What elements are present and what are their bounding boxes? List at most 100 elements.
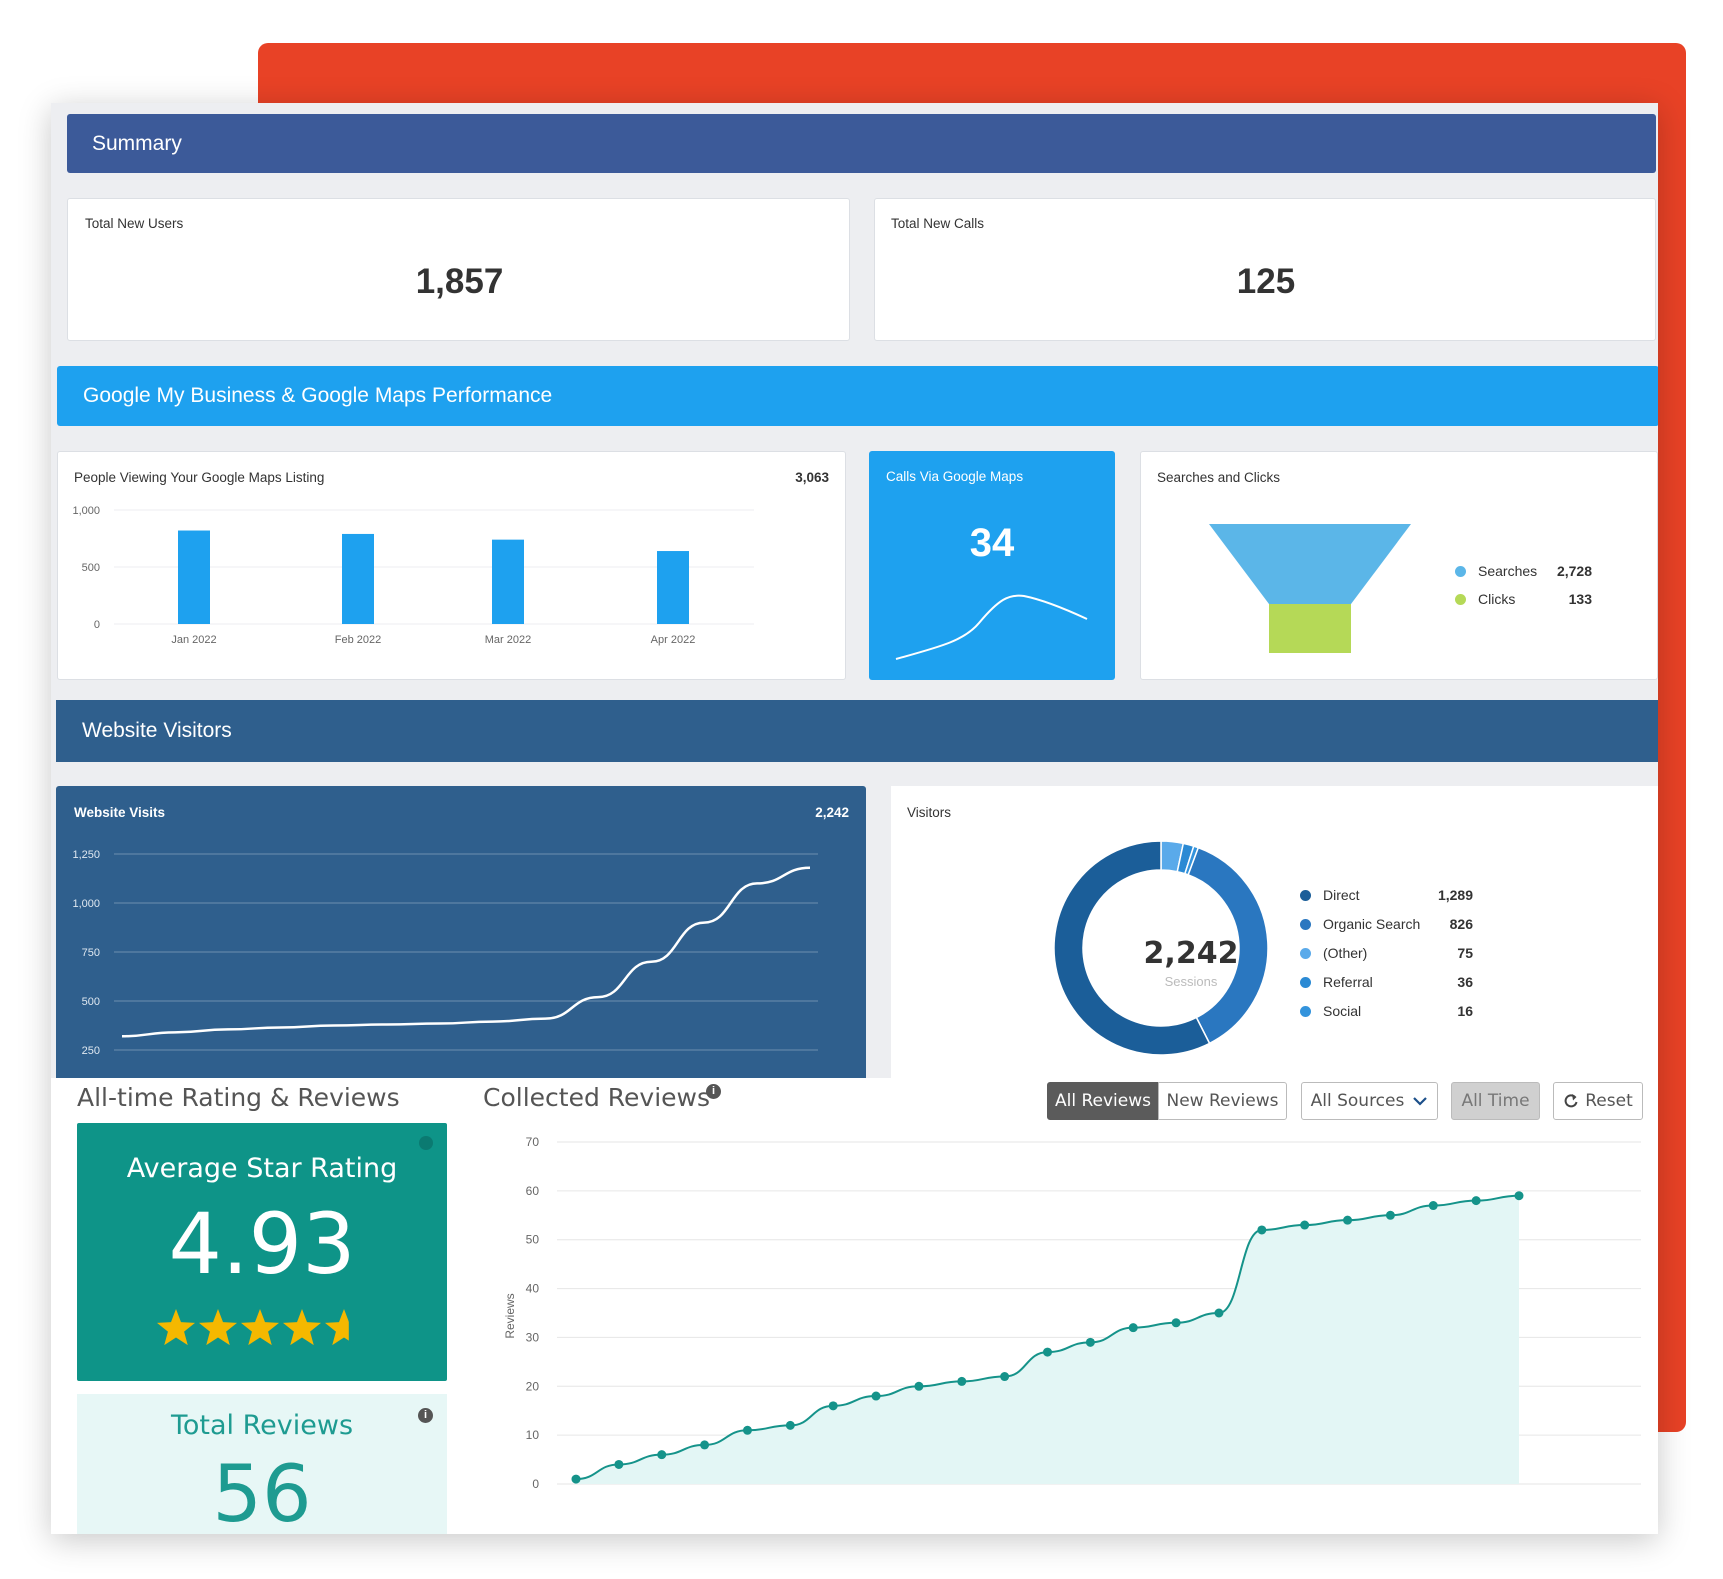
legend-source-value: 16 (1457, 1003, 1473, 1019)
y-tick-label: 40 (526, 1282, 540, 1296)
all-time-button[interactable]: All Time (1451, 1082, 1540, 1120)
reviews-data-point (1428, 1201, 1438, 1211)
reset-button[interactable]: Reset (1553, 1082, 1643, 1120)
legend-searches-dot (1455, 565, 1466, 577)
all-reviews-button[interactable]: All Reviews (1047, 1082, 1159, 1120)
star-rating (156, 1309, 364, 1346)
x-tick-label: Apr 2022 (651, 634, 696, 646)
legend-dot (1300, 947, 1311, 959)
visitors-legend-item: (Other) 75 (1300, 945, 1473, 961)
reset-label: Reset (1585, 1091, 1633, 1111)
average-rating-info-icon[interactable] (419, 1136, 433, 1150)
website-visitors-title: Website Visitors (82, 719, 232, 742)
searches-clicks-label: Searches and Clicks (1157, 470, 1281, 485)
all-sources-dropdown[interactable]: All Sources (1301, 1082, 1438, 1120)
summary-banner: Summary (67, 114, 1656, 173)
calls-sparkline (895, 594, 1088, 660)
legend-clicks-name: Clicks (1478, 591, 1516, 607)
report-panel: Summary Total New Users 1,857 Total New … (51, 103, 1658, 1534)
legend-clicks-value: 133 (1568, 591, 1592, 607)
calls-via-maps-card: Calls Via Google Maps 34 (869, 451, 1115, 680)
y-tick-label: 250 (82, 1045, 100, 1057)
bar-jan-2022 (178, 530, 210, 624)
legend-dot (1300, 889, 1311, 901)
y-tick-label: 0 (94, 619, 100, 631)
collected-reviews-info-icon[interactable]: i (706, 1084, 721, 1099)
funnel-clicks-segment (1269, 604, 1351, 653)
funnel-searches-segment (1209, 524, 1411, 604)
visitors-label: Visitors (907, 805, 952, 820)
collected-reviews-title: Collected Reviews (483, 1083, 710, 1112)
x-tick-label: Jan 2022 (171, 634, 216, 646)
visits-line (121, 866, 811, 1038)
legend-source-value: 36 (1457, 974, 1473, 990)
funnel-chart (1209, 524, 1411, 653)
reviews-data-point (1000, 1372, 1010, 1382)
legend-dot (1300, 1005, 1311, 1017)
y-tick-label: 1,250 (72, 849, 100, 861)
star-icon (156, 1309, 196, 1346)
reviews-data-point (742, 1425, 752, 1435)
y-tick-label: 20 (526, 1379, 540, 1393)
maps-views-card: People Viewing Your Google Maps Listing … (57, 451, 846, 680)
reviews-data-point (1171, 1318, 1181, 1328)
visitors-legend-item: Direct 1,289 (1300, 887, 1473, 903)
reviews-data-point (957, 1376, 967, 1386)
reviews-data-point (785, 1420, 795, 1430)
legend-source-value: 826 (1449, 916, 1473, 932)
total-new-users-card: Total New Users 1,857 (67, 198, 850, 341)
visitors-legend-item: Organic Search 826 (1300, 916, 1473, 932)
legend-dot (1300, 976, 1311, 988)
legend-source-name: Social (1323, 1003, 1362, 1019)
y-tick-label: 500 (82, 996, 100, 1008)
x-tick-label: Feb 2022 (335, 634, 381, 646)
new-calls-label: Total New Calls (891, 216, 985, 231)
legend-clicks: Clicks 133 (1455, 591, 1592, 607)
donut-center-label: Sessions (1164, 974, 1218, 989)
website-visits-card: Website Visits 2,242 1,250 1,000 750 500 250 (56, 786, 866, 1086)
star-icon (324, 1309, 349, 1346)
reviews-data-point (1085, 1337, 1095, 1347)
total-reviews-tile: i Total Reviews 56 (77, 1394, 447, 1534)
new-users-value: 1,857 (415, 262, 504, 301)
reviews-data-point (1214, 1308, 1224, 1318)
gmb-title: Google My Business & Google Maps Perform… (83, 384, 553, 407)
legend-clicks-dot (1455, 593, 1466, 605)
total-new-calls-card: Total New Calls 125 (874, 198, 1656, 341)
maps-views-total: 3,063 (795, 470, 829, 485)
legend-source-name: Direct (1323, 887, 1360, 903)
y-tick-label: 1,000 (72, 898, 100, 910)
reviews-data-point (1385, 1210, 1395, 1220)
bar-feb-2022 (342, 533, 374, 624)
reviews-data-point (1343, 1215, 1353, 1225)
bar-mar-2022 (492, 539, 524, 624)
reviews-section-title: All-time Rating & Reviews (77, 1083, 400, 1112)
y-tick-label: 70 (526, 1135, 540, 1149)
legend-searches: Searches 2,728 (1455, 563, 1592, 579)
reviews-data-point (914, 1381, 924, 1391)
legend-source-name: Referral (1323, 974, 1373, 990)
total-reviews-label: Total Reviews (170, 1410, 354, 1441)
website-visits-label: Website Visits (74, 805, 166, 820)
new-reviews-button[interactable]: New Reviews (1158, 1082, 1287, 1120)
total-reviews-info-icon[interactable]: i (418, 1408, 433, 1423)
average-rating-tile: Average Star Rating 4.93 (77, 1123, 447, 1381)
reviews-data-point (700, 1440, 710, 1450)
refresh-icon (1564, 1094, 1578, 1108)
legend-searches-name: Searches (1478, 563, 1538, 579)
website-visits-line-chart: 1,250 1,000 750 500 250 (72, 849, 818, 1057)
reviews-area-fill (576, 1195, 1519, 1484)
y-tick-label: 500 (82, 562, 100, 574)
reviews-data-point (657, 1450, 667, 1460)
reviews-data-point (614, 1459, 624, 1469)
reviews-data-point (1128, 1323, 1138, 1333)
reviews-data-point (1514, 1191, 1524, 1201)
maps-views-label: People Viewing Your Google Maps Listing (74, 470, 325, 485)
legend-source-value: 1,289 (1437, 887, 1473, 903)
star-icon (198, 1309, 238, 1346)
visitors-legend-item: Referral 36 (1300, 974, 1473, 990)
legend-source-name: (Other) (1323, 945, 1368, 961)
y-tick-label: 1,000 (72, 505, 100, 517)
reviews-data-point (1043, 1347, 1052, 1357)
